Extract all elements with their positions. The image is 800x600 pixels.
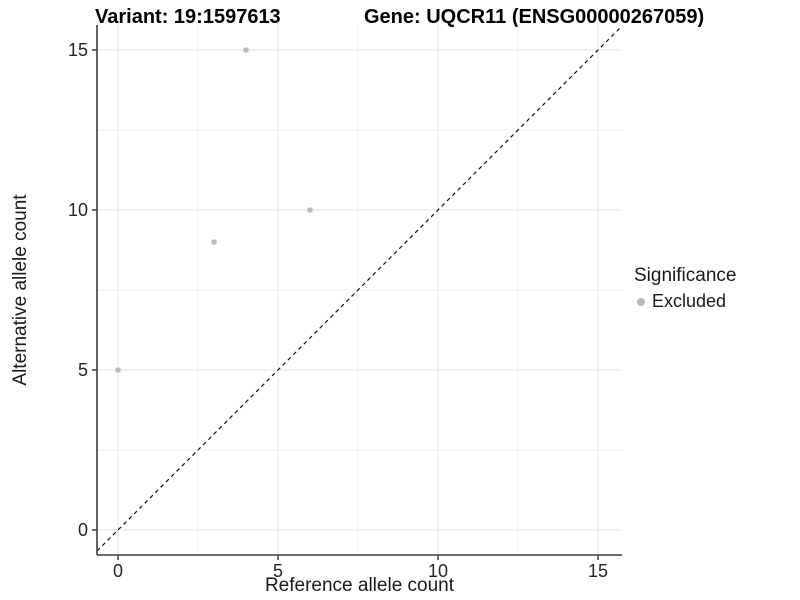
y-tick-label: 10: [68, 200, 88, 220]
plot-title-variant: Variant: 19:1597613: [95, 6, 281, 28]
legend-title: Significance: [634, 265, 737, 286]
legend-item-label: Excluded: [652, 291, 727, 311]
data-point: [243, 47, 249, 53]
data-point: [307, 207, 313, 213]
y-tick-label: 15: [68, 40, 88, 60]
data-point: [115, 367, 121, 373]
data-point: [211, 239, 217, 245]
legend-item-excluded: Excluded: [634, 291, 736, 312]
x-tick-label: 10: [428, 561, 448, 581]
x-tick-label: 15: [588, 561, 608, 581]
x-tick-label: 0: [113, 561, 123, 581]
legend-point-icon: [637, 297, 645, 306]
x-axis-label: Reference allele count: [264, 575, 455, 596]
plot-title-gene: Gene: UQCR11 (ENSG00000267059): [364, 6, 705, 28]
y-tick-label: 0: [78, 520, 88, 540]
y-tick-label: 5: [78, 360, 88, 380]
x-tick-label: 5: [273, 561, 283, 581]
identity-dashed-line: [96, 25, 623, 552]
legend: Significance Excluded: [634, 265, 736, 312]
